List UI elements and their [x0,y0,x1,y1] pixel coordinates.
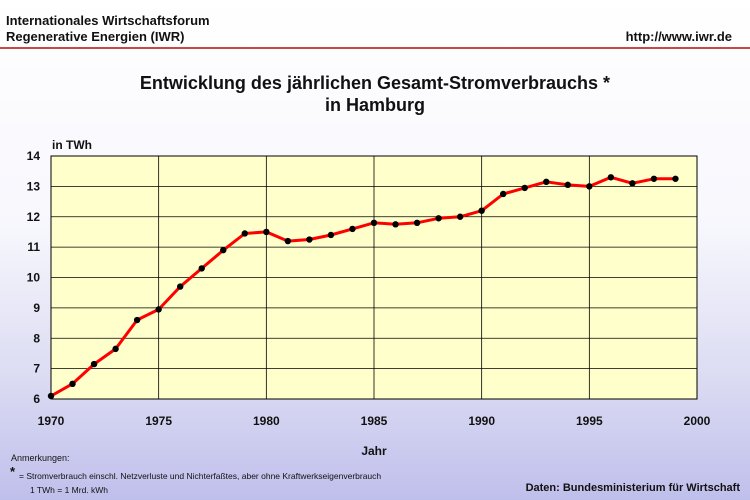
data-point [198,265,205,272]
data-point [241,230,248,237]
x-tick-label: 1990 [468,414,495,428]
data-point [177,283,184,290]
notes-text: = Stromverbrauch einschl. Netzverluste u… [19,471,382,481]
data-point [90,360,98,368]
data-point [370,219,378,227]
y-tick-label: 6 [33,392,40,406]
data-point [564,181,571,189]
chart-title-line2: in Hamburg [324,95,425,115]
y-axis-label: in TWh [52,138,92,152]
x-tick-label: 1995 [576,414,603,428]
data-point [112,345,119,353]
data-point [672,175,679,182]
y-tick-label: 13 [27,179,41,193]
y-tick-label: 14 [27,149,41,163]
notes-asterisk: * [10,464,16,479]
data-point [306,236,313,243]
x-tick-label: 1980 [253,414,280,428]
notes-unit: 1 TWh = 1 Mrd. kWh [30,485,109,495]
y-tick-label: 7 [33,362,40,376]
header-divider [0,47,750,49]
data-point [500,190,507,198]
data-point [413,219,421,227]
data-point [47,392,55,400]
org-name-line2: Regenerative Energien (IWR) [6,29,185,44]
data-point [456,213,464,220]
data-point [392,221,399,228]
data-point [220,246,227,254]
data-point [327,231,335,239]
data-point [133,316,141,324]
plot-border [50,155,698,400]
data-point [543,178,550,186]
chart-title-line1: Entwicklung des jährlichen Gesamt-Stromv… [139,73,611,93]
data-point [284,237,292,245]
series-line [49,175,677,398]
data-point [155,306,162,313]
x-tick-label: 1970 [38,414,65,428]
y-tick-label: 8 [33,331,40,345]
y-tick-label: 10 [27,271,41,285]
data-point [69,380,76,388]
data-point [650,175,658,182]
y-tick-label: 11 [27,240,40,254]
data-point [586,183,593,190]
data-point [629,180,636,187]
x-tick-label: 1975 [145,414,172,428]
notes-title: Anmerkungen: [11,453,70,463]
data-source: Daten: Bundesministerium für Wirtschaft [525,482,740,494]
y-tick-label: 9 [33,301,40,315]
data-point [607,174,615,181]
x-axis-label: Jahr [361,444,387,458]
data-point [435,215,442,222]
data-point [478,207,485,214]
org-name-line1: Internationales Wirtschaftsforum [6,13,210,28]
data-point [521,184,528,192]
x-tick-label: 1985 [361,414,388,428]
data-point [263,228,270,236]
x-tick-label: 2000 [684,414,711,428]
website-url: http://www.iwr.de [625,29,732,44]
y-tick-label: 12 [27,210,41,224]
data-point [349,225,356,233]
